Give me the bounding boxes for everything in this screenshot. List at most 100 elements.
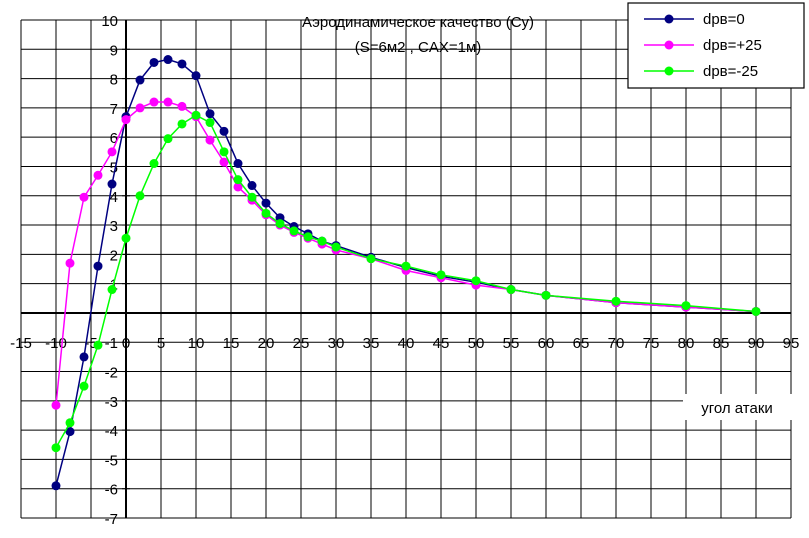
x-tick-label: 10	[188, 335, 205, 352]
data-point	[51, 481, 61, 491]
data-point	[163, 55, 173, 65]
legend-marker	[664, 66, 674, 76]
x-tick-label: -10	[45, 335, 67, 352]
data-point	[79, 352, 89, 362]
y-tick-label: 10	[101, 13, 118, 30]
y-tick-label: -5	[105, 452, 118, 469]
x-tick-label: 95	[783, 335, 800, 352]
series-line	[55, 101, 757, 406]
data-point	[611, 296, 621, 306]
series-3	[51, 110, 761, 453]
data-point	[401, 261, 411, 271]
x-tick-label: 25	[293, 335, 310, 352]
data-point	[366, 254, 376, 264]
x-tick-label: 5	[157, 335, 165, 352]
x-tick-label: 15	[223, 335, 240, 352]
y-tick-label: 4	[110, 189, 118, 206]
y-tick-label: 2	[110, 247, 118, 264]
data-point	[149, 97, 159, 107]
data-point	[219, 157, 229, 167]
x-axis-label-box	[683, 394, 793, 420]
data-point	[93, 170, 103, 180]
y-tick-label: 9	[110, 42, 118, 59]
data-point	[436, 270, 446, 280]
data-point	[107, 147, 117, 157]
y-tick-label: -6	[105, 482, 118, 499]
data-point	[205, 135, 215, 145]
x-tick-label: 70	[608, 335, 625, 352]
data-point	[51, 443, 61, 453]
data-point	[107, 179, 117, 189]
data-point	[135, 75, 145, 85]
data-point	[233, 159, 243, 169]
data-point	[317, 236, 327, 246]
y-tick-label: 5	[110, 159, 118, 176]
series-line	[55, 114, 757, 449]
data-point	[219, 147, 229, 157]
x-tick-label: 30	[328, 335, 345, 352]
y-tick-label: -7	[105, 511, 118, 528]
x-tick-label: 60	[538, 335, 555, 352]
data-point	[149, 159, 159, 169]
data-point	[191, 71, 201, 81]
data-point	[177, 101, 187, 111]
y-tick-label: 7	[110, 101, 118, 118]
data-point	[261, 198, 271, 208]
legend: dpв=0 dpв=+25 dpв=-25	[627, 2, 805, 89]
data-point	[51, 400, 61, 410]
data-point	[471, 276, 481, 286]
y-tick-label: 3	[110, 218, 118, 235]
data-point	[233, 175, 243, 185]
data-point	[65, 427, 75, 437]
x-tick-label: 0	[122, 335, 130, 352]
data-point	[163, 97, 173, 107]
y-tick-label: 6	[110, 130, 118, 147]
data-point	[149, 57, 159, 67]
data-point	[177, 59, 187, 69]
data-point	[331, 242, 341, 252]
data-point	[261, 208, 271, 218]
chart-title: Аэродинамическое качество (Cy)	[302, 14, 534, 31]
x-tick-label: 75	[643, 335, 660, 352]
data-point	[205, 109, 215, 119]
data-point	[275, 219, 285, 229]
x-tick-label: 40	[398, 335, 415, 352]
legend-marker	[664, 14, 674, 24]
data-point	[135, 103, 145, 113]
data-point	[121, 233, 131, 243]
legend-label: dpв=0	[703, 11, 745, 28]
legend-label: dpв=-25	[703, 63, 758, 80]
data-point	[135, 191, 145, 201]
data-point	[65, 418, 75, 428]
data-point	[247, 192, 257, 202]
x-axis-label: угол атаки	[701, 400, 773, 417]
legend-marker	[664, 40, 674, 50]
x-tick-label: 35	[363, 335, 380, 352]
data-point	[107, 285, 117, 295]
axes	[20, 19, 792, 519]
y-tick-label: -1	[105, 335, 118, 352]
data-point	[541, 290, 551, 300]
data-point	[93, 261, 103, 271]
x-tick-label: 45	[433, 335, 450, 352]
data-point	[233, 182, 243, 192]
chart-subtitle: (S=6м2 , CAX=1м)	[355, 39, 482, 56]
data-point	[219, 126, 229, 136]
x-tick-label: 85	[713, 335, 730, 352]
data-point	[163, 134, 173, 144]
x-tick-label: 80	[678, 335, 695, 352]
plot-area	[51, 55, 761, 491]
x-tick-label: 50	[468, 335, 485, 352]
data-point	[79, 381, 89, 391]
data-point	[121, 115, 131, 125]
data-point	[506, 285, 516, 295]
y-tick-label: 8	[110, 72, 118, 89]
y-tick-label: -4	[105, 423, 118, 440]
legend-label: dpв=+25	[703, 37, 762, 54]
x-tick-label: 55	[503, 335, 520, 352]
x-tick-label: 90	[748, 335, 765, 352]
data-point	[79, 192, 89, 202]
data-point	[289, 226, 299, 236]
data-point	[247, 181, 257, 191]
